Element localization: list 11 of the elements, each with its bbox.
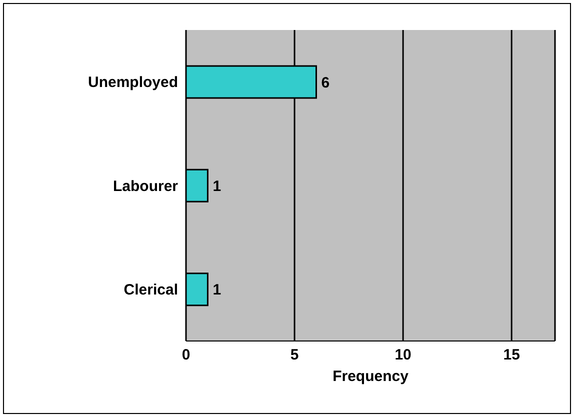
- y-tick-label: Clerical: [124, 281, 178, 298]
- data-label: 1: [212, 282, 222, 299]
- y-tick-label: Labourer: [112, 178, 178, 195]
- y-tick-label: Unemployed: [88, 74, 178, 92]
- x-tick-label: 0: [182, 346, 190, 364]
- x-axis-title: Frequency: [332, 368, 410, 385]
- x-tick-label: 5: [290, 346, 299, 364]
- data-label: 1: [212, 178, 222, 195]
- x-tick-label: 10: [394, 346, 412, 364]
- data-label: 6: [321, 74, 330, 92]
- x-tick-label: 15: [503, 346, 520, 364]
